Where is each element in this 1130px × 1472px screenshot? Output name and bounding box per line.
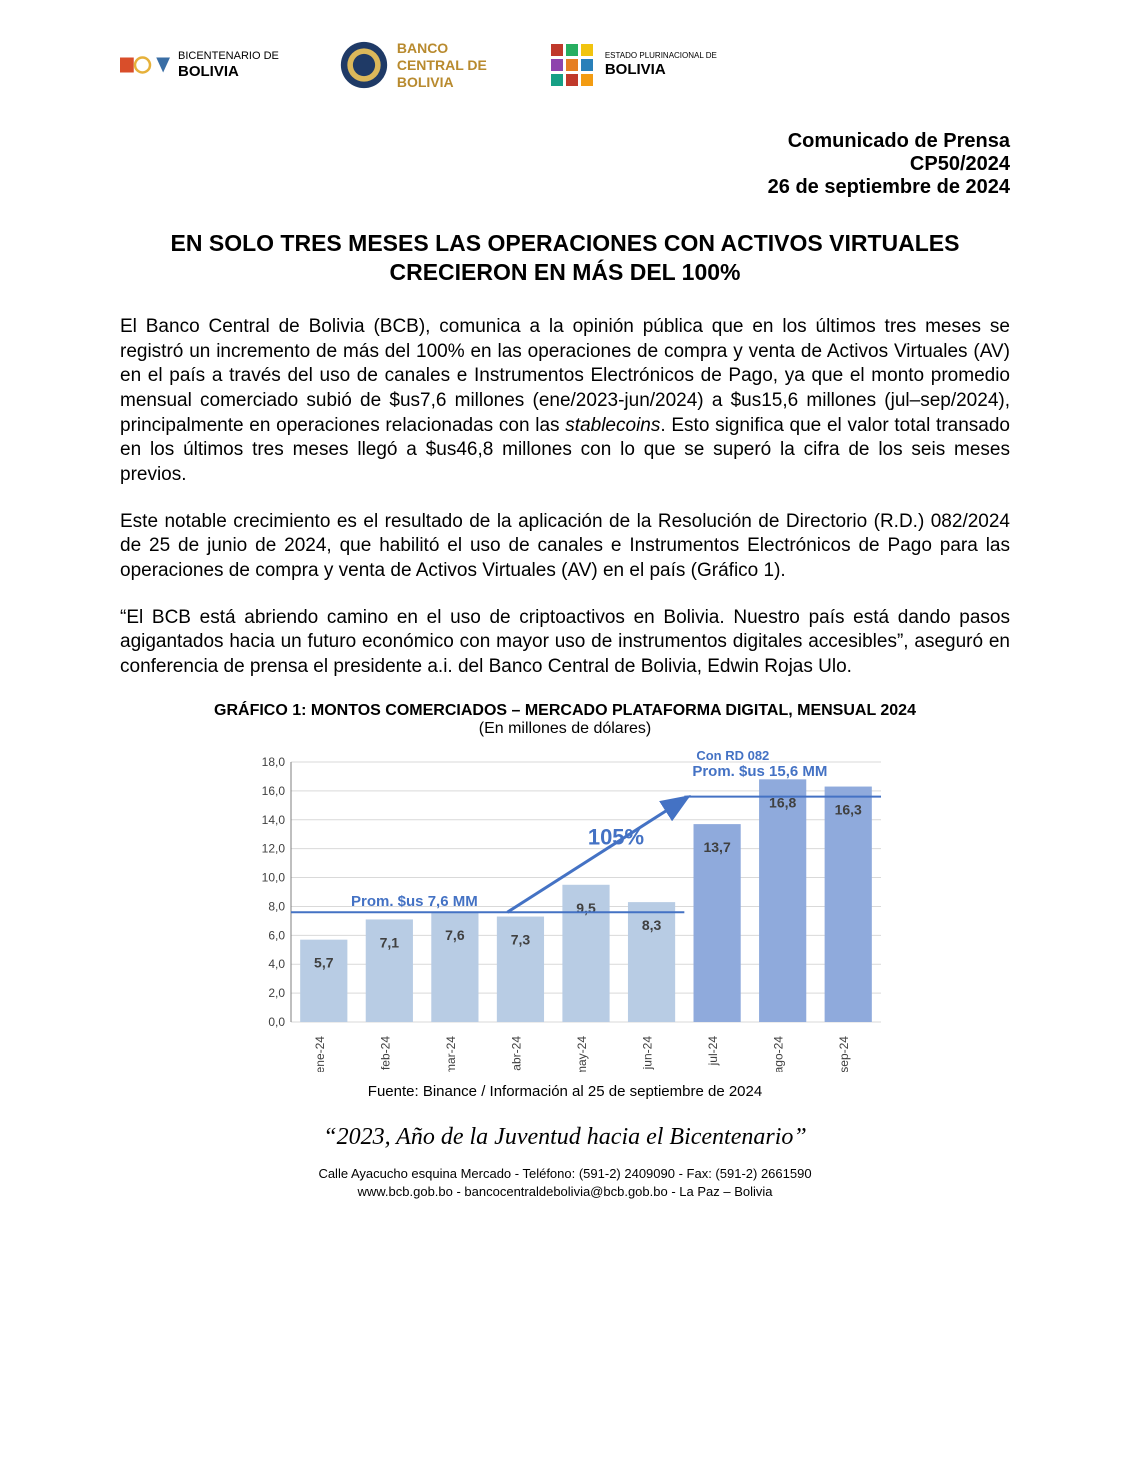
p1-italic: stablecoins [565, 415, 660, 436]
chart-container: 0,0 2,0 4,0 6,0 8,0 10,0 12,0 14,0 16,0 18,0 5,7 en… [245, 744, 885, 1077]
logo-bicentenario-main: BOLIVIA [178, 63, 279, 81]
svg-text:Prom. $us 7,6 MM: Prom. $us 7,6 MM [351, 893, 478, 910]
svg-text:sep-24: sep-24 [837, 1036, 851, 1072]
footer-line1: Calle Ayacucho esquina Mercado - Teléfon… [120, 1165, 1010, 1183]
svg-text:feb-24: feb-24 [378, 1036, 392, 1070]
svg-text:ago-24: ago-24 [772, 1036, 786, 1072]
svg-text:jul-24: jul-24 [706, 1036, 720, 1067]
svg-text:7,6: 7,6 [445, 927, 465, 943]
svg-text:4,0: 4,0 [268, 957, 285, 971]
svg-text:8,0: 8,0 [268, 899, 285, 913]
logo-bcb-text: BANCO CENTRAL DE BOLIVIA [397, 40, 487, 90]
svg-text:5,7: 5,7 [314, 954, 334, 970]
svg-text:jun-24: jun-24 [641, 1036, 655, 1071]
svg-text:105%: 105% [588, 824, 644, 849]
logo-bcb-l3: BOLIVIA [397, 74, 487, 91]
footer-line2: www.bcb.gob.bo - bancocentraldebolivia@b… [120, 1183, 1010, 1201]
svg-text:14,0: 14,0 [262, 813, 286, 827]
meta-line2: CP50/2024 [120, 153, 1010, 176]
svg-text:may-24: may-24 [575, 1036, 589, 1072]
svg-text:18,0: 18,0 [262, 755, 286, 769]
logo-bicentenario: BICENTENARIO DE BOLIVIA [120, 40, 279, 90]
footer: Calle Ayacucho esquina Mercado - Teléfon… [120, 1165, 1010, 1201]
svg-text:Prom. $us 15,6 MM: Prom. $us 15,6 MM [692, 763, 827, 780]
svg-text:7,1: 7,1 [380, 934, 400, 950]
document-title: EN SOLO TRES MESES LAS OPERACIONES CON A… [140, 229, 990, 287]
logo-bcb-l1: BANCO [397, 40, 487, 57]
estado-icon [547, 40, 597, 90]
bcb-seal-icon [339, 40, 389, 90]
year-slogan: “2023, Año de la Juventud hacia el Bicen… [120, 1124, 1010, 1151]
svg-text:2,0: 2,0 [268, 986, 285, 1000]
press-meta: Comunicado de Prensa CP50/2024 26 de sep… [120, 130, 1010, 199]
logo-estado: ESTADO PLURINACIONAL DE BOLIVIA [547, 40, 717, 90]
svg-text:7,3: 7,3 [511, 931, 531, 947]
logo-estado-text: ESTADO PLURINACIONAL DE BOLIVIA [605, 51, 717, 79]
svg-text:12,0: 12,0 [262, 841, 286, 855]
chart-subheading: (En millones de dólares) [120, 720, 1010, 738]
logo-bicentenario-top: BICENTENARIO DE [178, 50, 279, 63]
svg-text:mar-24: mar-24 [444, 1036, 458, 1072]
header-logos: BICENTENARIO DE BOLIVIA BANCO CENTRAL DE… [120, 40, 1010, 90]
meta-line1: Comunicado de Prensa [120, 130, 1010, 153]
svg-text:6,0: 6,0 [268, 928, 285, 942]
svg-text:16,3: 16,3 [835, 801, 862, 817]
meta-line3: 26 de septiembre de 2024 [120, 176, 1010, 199]
paragraph-2: Este notable crecimiento es el resultado… [120, 510, 1010, 584]
chart-heading: GRÁFICO 1: MONTOS COMERCIADOS – MERCADO … [120, 702, 1010, 720]
chart-source: Fuente: Binance / Información al 25 de s… [120, 1083, 1010, 1100]
logo-estado-main: BOLIVIA [605, 61, 717, 79]
svg-text:13,7: 13,7 [703, 839, 730, 855]
paragraph-1: El Banco Central de Bolivia (BCB), comun… [120, 315, 1010, 488]
svg-text:ene-24: ene-24 [313, 1036, 327, 1072]
svg-text:8,3: 8,3 [642, 917, 662, 933]
svg-text:abr-24: abr-24 [509, 1036, 523, 1071]
bar-chart: 0,0 2,0 4,0 6,0 8,0 10,0 12,0 14,0 16,0 18,0 5,7 en… [245, 744, 891, 1072]
svg-text:9,5: 9,5 [576, 900, 596, 916]
svg-text:10,0: 10,0 [262, 870, 286, 884]
svg-text:Con RD 082: Con RD 082 [696, 748, 769, 763]
paragraph-3: “El BCB está abriendo camino en el uso d… [120, 606, 1010, 680]
logo-bicentenario-text: BICENTENARIO DE BOLIVIA [178, 50, 279, 81]
svg-text:0,0: 0,0 [268, 1015, 285, 1029]
bicentenario-icon [120, 40, 170, 90]
logo-bcb-l2: CENTRAL DE [397, 57, 487, 74]
logo-estado-top: ESTADO PLURINACIONAL DE [605, 51, 717, 61]
logo-bcb: BANCO CENTRAL DE BOLIVIA [339, 40, 487, 90]
svg-text:16,0: 16,0 [262, 784, 286, 798]
